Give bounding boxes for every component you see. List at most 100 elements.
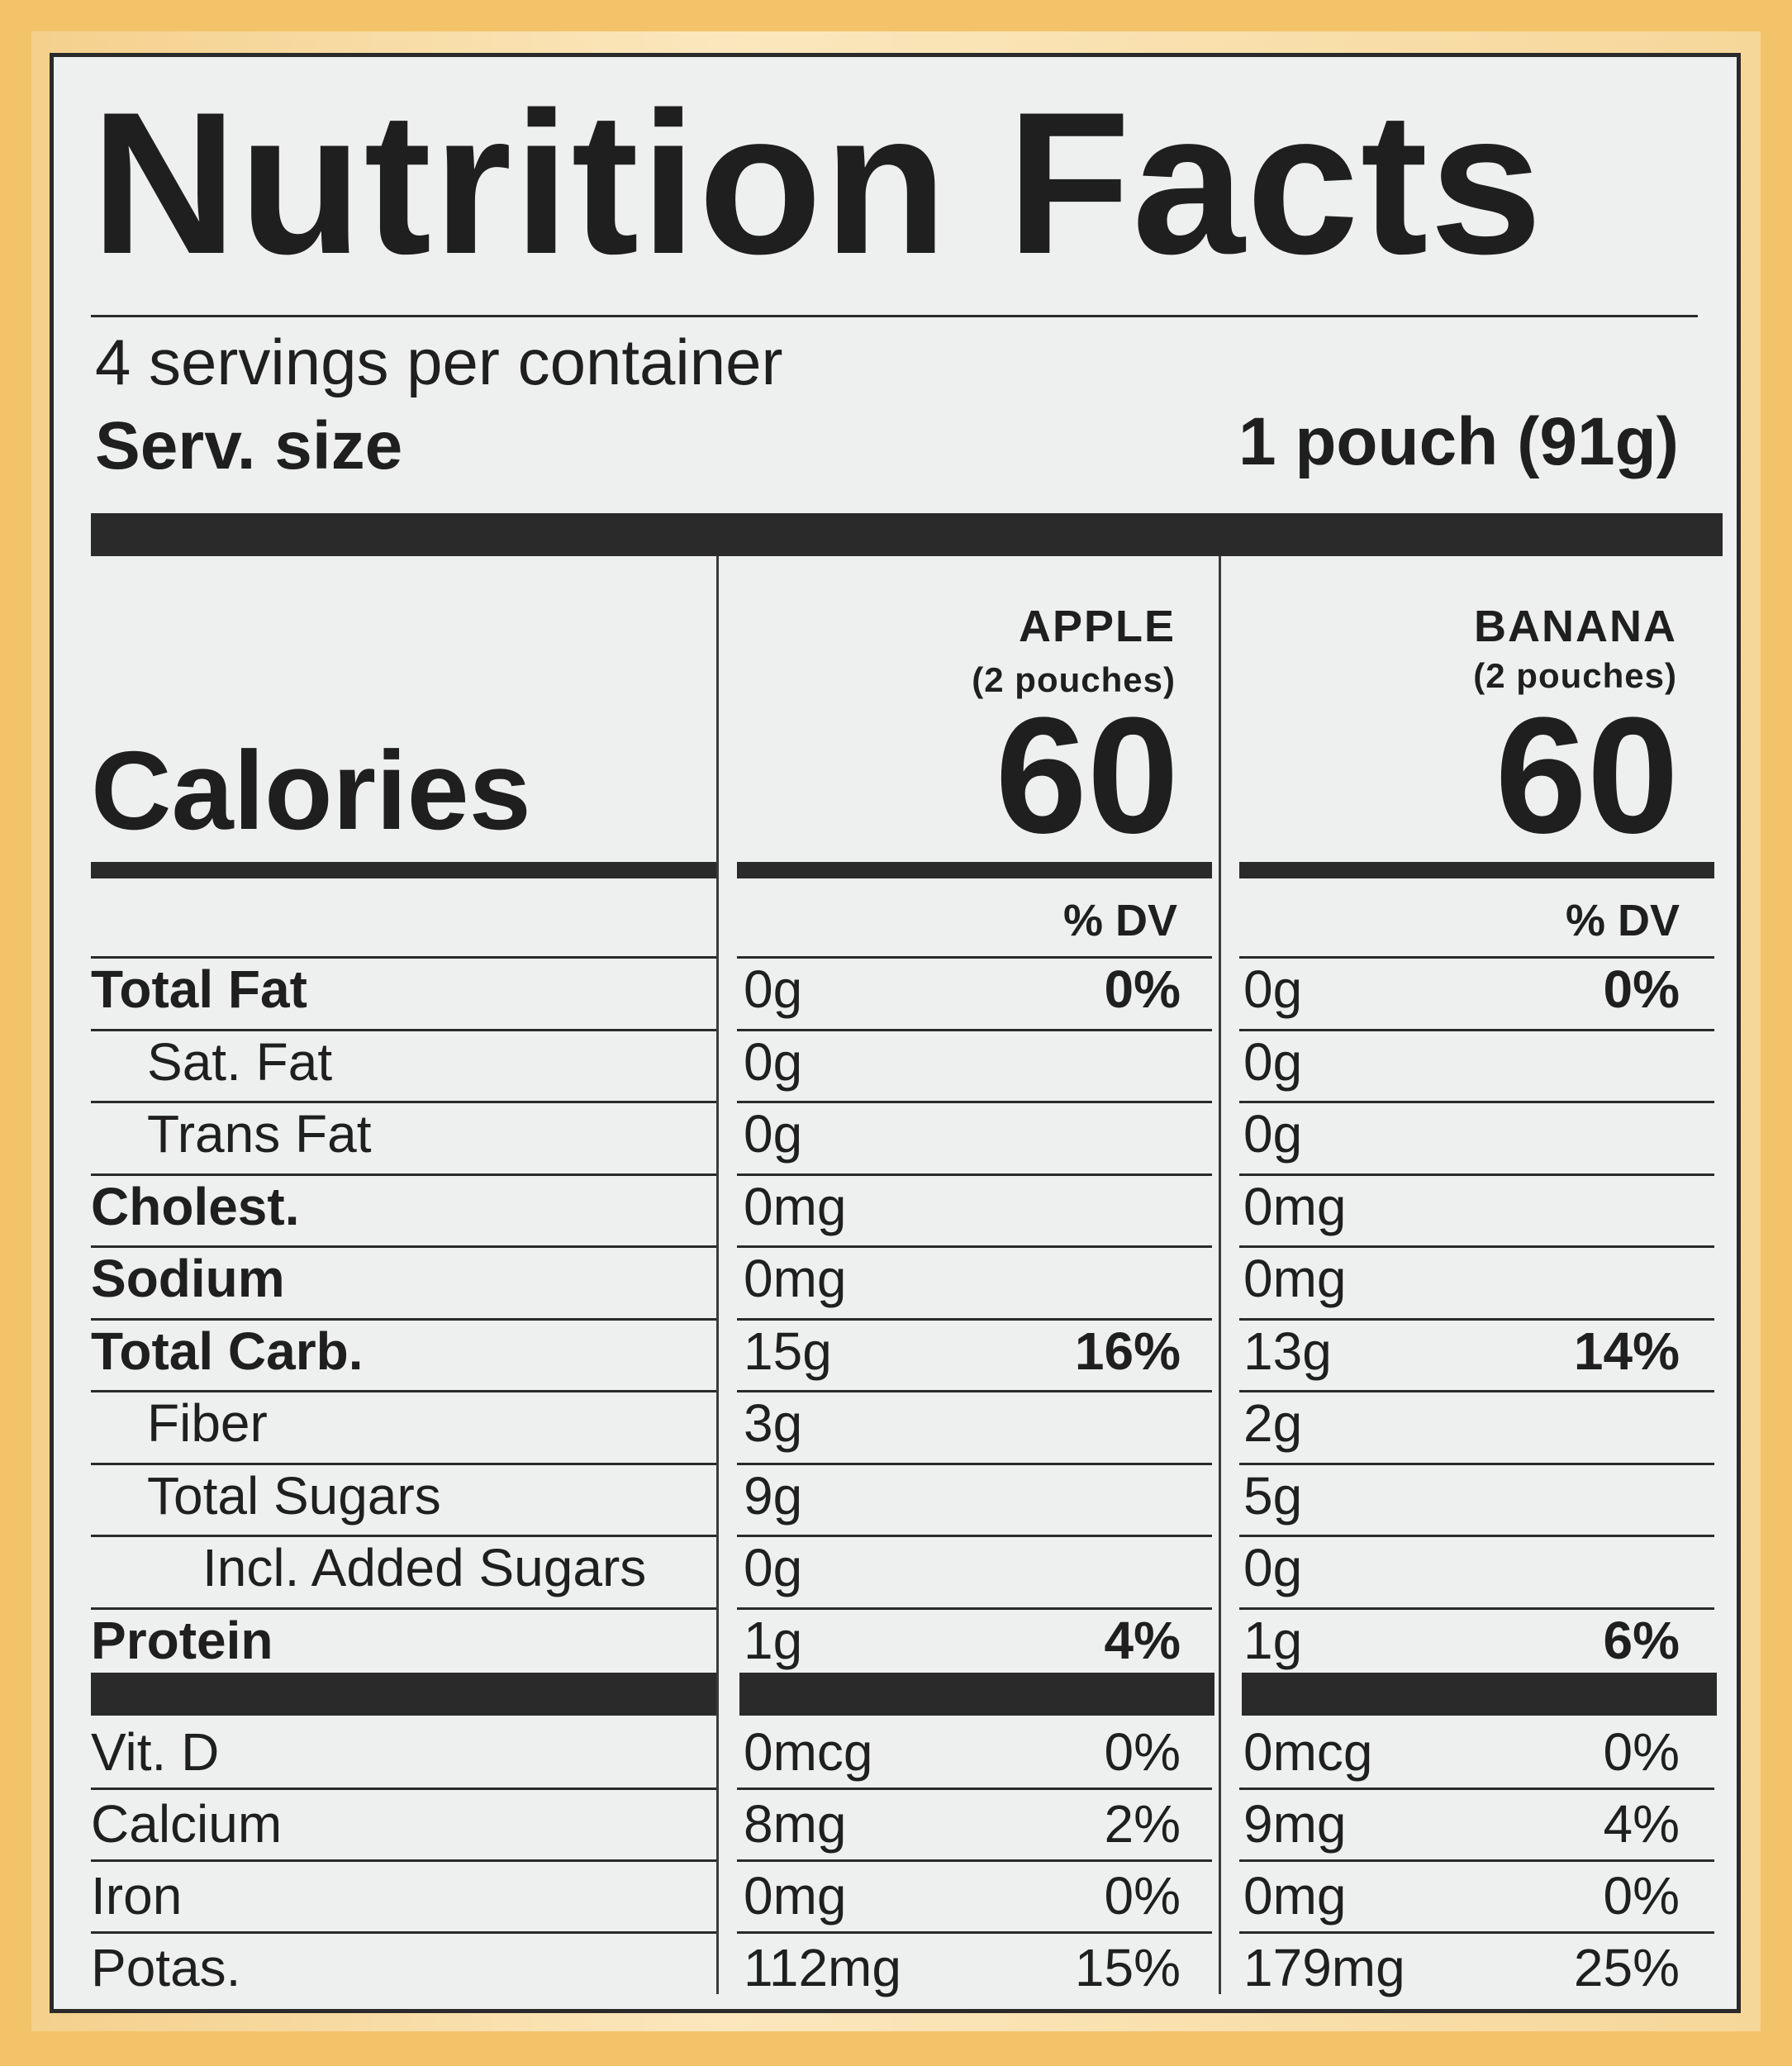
apple-amount: 0mg	[744, 1176, 847, 1236]
row-divider-label	[91, 1607, 716, 1610]
vitamin-divider-banana	[1239, 1859, 1714, 1862]
column-divider-banana	[1219, 556, 1221, 1994]
panel-title: Nutrition Facts	[91, 69, 1544, 296]
apple-amount: 0mg	[744, 1249, 847, 1308]
apple-amount: 3g	[744, 1393, 803, 1453]
banana-amount: 9mg	[1243, 1794, 1347, 1854]
row-divider-apple	[737, 1173, 1212, 1176]
apple-amount: 0mcg	[744, 1722, 873, 1782]
nutrient-label: Fiber	[147, 1393, 268, 1453]
apple-amount: 1g	[744, 1610, 803, 1670]
banana-amount: 0mg	[1243, 1249, 1347, 1308]
row-divider-apple	[737, 1101, 1212, 1103]
column-subheader-banana: (2 pouches)	[1473, 656, 1677, 695]
calories-divider-apple	[737, 862, 1212, 878]
nutrient-label: Sodium	[91, 1249, 285, 1308]
row-divider-banana	[1239, 1607, 1714, 1610]
banana-amount: 5g	[1243, 1465, 1303, 1526]
nutrient-label: Trans Fat	[147, 1104, 372, 1164]
apple-amount: 0g	[744, 1538, 803, 1597]
apple-dv: 4%	[1104, 1610, 1181, 1670]
nutrient-label: Total Fat	[91, 959, 307, 1019]
row-divider-label	[91, 1390, 716, 1392]
banana-dv: 4%	[1603, 1794, 1680, 1854]
banana-amount: 1g	[1243, 1610, 1303, 1670]
row-divider-label	[91, 1101, 716, 1103]
vitamin-label: Vit. D	[91, 1722, 220, 1782]
row-divider-apple	[737, 1028, 1212, 1031]
banana-amount: 2g	[1243, 1393, 1303, 1453]
banana-dv: 14%	[1573, 1321, 1680, 1381]
banana-dv: 0%	[1603, 1722, 1680, 1782]
banana-dv: 6%	[1603, 1610, 1680, 1670]
column-header-banana: BANANA	[1474, 602, 1677, 651]
row-divider-header-label	[91, 956, 716, 959]
dv-header-apple: % DV	[1062, 896, 1177, 945]
apple-dv: 0%	[1104, 1866, 1181, 1926]
row-divider-apple	[737, 1462, 1212, 1465]
calories-divider-label	[91, 862, 716, 878]
vitamin-divider-banana	[1239, 1788, 1714, 1790]
thick-divider-banana	[1242, 1673, 1717, 1716]
banana-amount: 0mg	[1243, 1866, 1347, 1926]
apple-dv: 15%	[1074, 1938, 1181, 1997]
nutrient-label: Sat. Fat	[147, 1031, 333, 1092]
nutrition-facts-panel: Nutrition Facts 4 servings per container…	[50, 53, 1741, 2013]
row-divider-apple	[737, 1607, 1212, 1610]
banana-amount: 0mg	[1243, 1176, 1347, 1236]
apple-amount: 0g	[744, 959, 803, 1019]
apple-amount: 112mg	[744, 1938, 901, 1997]
apple-dv: 16%	[1074, 1321, 1181, 1381]
calories-divider-banana	[1239, 862, 1714, 878]
row-divider-banana	[1239, 1535, 1714, 1537]
row-divider-label	[91, 1028, 716, 1031]
row-divider-label	[91, 1173, 716, 1176]
apple-amount: 9g	[744, 1465, 803, 1526]
vitamin-label: Iron	[91, 1866, 183, 1926]
row-divider-banana	[1239, 1173, 1714, 1176]
row-divider-header-apple	[737, 956, 1212, 959]
row-divider-banana	[1239, 1028, 1714, 1031]
column-header-apple: APPLE	[1018, 602, 1176, 651]
banana-dv: 0%	[1603, 959, 1680, 1019]
thick-divider-top	[91, 513, 1723, 556]
row-divider-banana	[1239, 1245, 1714, 1248]
vitamin-divider-apple	[737, 1931, 1212, 1934]
apple-dv: 2%	[1104, 1794, 1181, 1854]
vitamin-divider-label	[91, 1931, 716, 1934]
apple-amount: 0mg	[744, 1866, 847, 1926]
thick-divider-apple	[739, 1673, 1214, 1716]
banana-amount: 0g	[1243, 1031, 1303, 1092]
row-divider-banana	[1239, 1390, 1714, 1392]
thick-divider-label	[91, 1673, 716, 1716]
banana-amount: 0g	[1243, 959, 1303, 1019]
nutrient-label: Cholest.	[91, 1176, 300, 1236]
row-divider-label	[91, 1245, 716, 1248]
calories-value-banana: 60	[1495, 683, 1679, 868]
nutrient-label: Incl. Added Sugars	[202, 1538, 647, 1597]
row-divider-label	[91, 1317, 716, 1321]
row-divider-label	[91, 1462, 716, 1465]
servings-per-container: 4 servings per container	[95, 326, 783, 398]
banana-dv: 0%	[1603, 1866, 1680, 1926]
vitamin-divider-banana	[1239, 1931, 1714, 1934]
serving-size-value: 1 pouch (91g)	[1238, 404, 1679, 479]
vitamin-label: Calcium	[91, 1794, 283, 1854]
row-divider-apple	[737, 1245, 1212, 1248]
title-divider	[91, 315, 1698, 317]
row-divider-banana	[1239, 1101, 1714, 1103]
dv-header-banana: % DV	[1565, 896, 1680, 945]
apple-amount: 15g	[744, 1321, 832, 1381]
row-divider-banana	[1239, 1462, 1714, 1465]
row-divider-apple	[737, 1317, 1212, 1321]
banana-amount: 0mcg	[1243, 1722, 1373, 1782]
calories-value-apple: 60	[995, 683, 1179, 868]
row-divider-banana	[1239, 1317, 1714, 1321]
apple-dv: 0%	[1104, 1722, 1181, 1782]
nutrient-label: Total Carb.	[91, 1321, 364, 1381]
banana-amount: 179mg	[1243, 1938, 1405, 1997]
vitamin-divider-apple	[737, 1859, 1212, 1862]
banana-amount: 0g	[1243, 1538, 1303, 1597]
column-subheader-apple: (2 pouches)	[972, 660, 1176, 699]
apple-dv: 0%	[1104, 959, 1181, 1019]
